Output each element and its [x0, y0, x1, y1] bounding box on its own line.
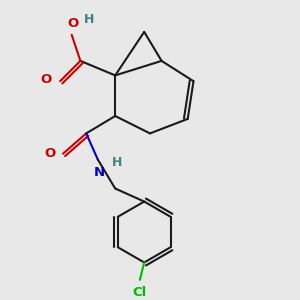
- Text: O: O: [68, 16, 79, 30]
- Text: O: O: [41, 73, 52, 86]
- Text: Cl: Cl: [133, 286, 147, 299]
- Text: H: H: [112, 156, 122, 169]
- Text: H: H: [84, 13, 94, 26]
- Text: O: O: [44, 147, 56, 160]
- Text: N: N: [94, 166, 105, 179]
